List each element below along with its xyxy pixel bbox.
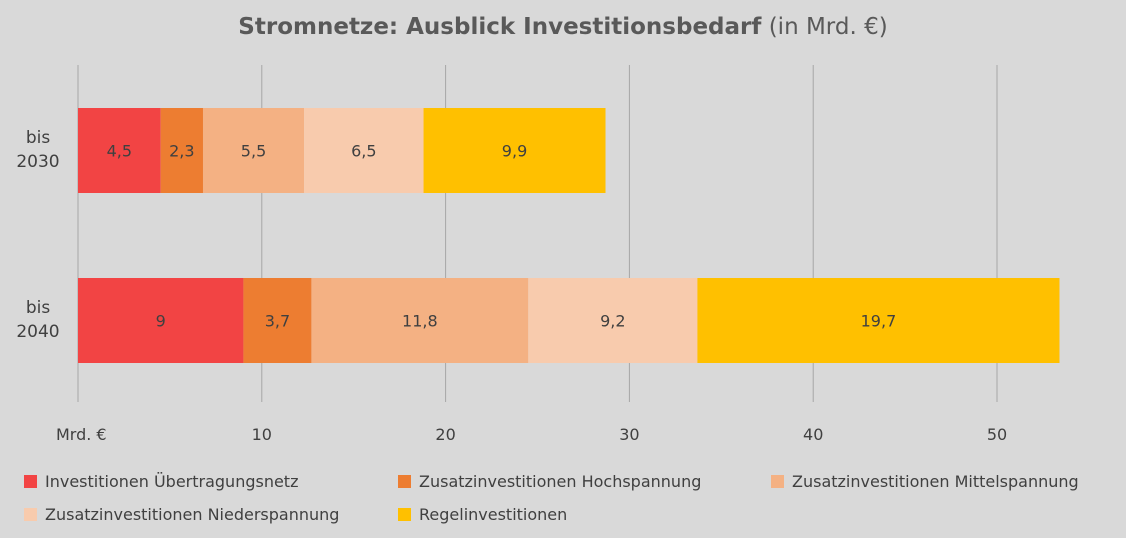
bar-segment-0-3 [304, 108, 424, 193]
x-tick-label: 50 [987, 425, 1007, 444]
x-tick-label: 20 [435, 425, 455, 444]
data-label: 3,7 [265, 312, 290, 331]
data-label: 9 [156, 312, 166, 331]
bar-segment-1-0 [78, 278, 244, 363]
legend-swatch [24, 475, 37, 488]
legend-swatch [398, 508, 411, 521]
x-tick-label: 40 [803, 425, 823, 444]
data-label: 5,5 [241, 142, 266, 161]
x-tick-label: 10 [252, 425, 272, 444]
chart-title: Stromnetze: Ausblick Investitionsbedarf … [238, 14, 888, 40]
bar-segment-1-4 [697, 278, 1060, 363]
category-label-2040: bis 2040 [16, 298, 60, 342]
legend-item-1: Zusatzinvestitionen Hochspannung [398, 472, 701, 491]
bar-segment-0-0 [78, 108, 161, 193]
x-axis-label: Mrd. € [56, 425, 107, 444]
bar-segment-0-4 [423, 108, 606, 193]
bar-segment-1-3 [528, 278, 698, 363]
data-label: 19,7 [861, 312, 897, 331]
bar-segment-0-2 [202, 108, 305, 193]
data-label: 9,9 [502, 142, 527, 161]
legend-item-4: Regelinvestitionen [398, 505, 567, 524]
legend-item-0: Investitionen Übertragungsnetz [24, 472, 298, 491]
bar-segment-1-1 [243, 278, 312, 363]
legend-item-2: Zusatzinvestitionen Mittelspannung [771, 472, 1079, 491]
data-label: 6,5 [351, 142, 376, 161]
legend-swatch [398, 475, 411, 488]
data-label: 4,5 [107, 142, 132, 161]
data-label: 11,8 [402, 312, 438, 331]
bar-segment-1-2 [311, 278, 529, 363]
bar-segment-0-1 [160, 108, 203, 193]
category-label-2030: bis 2030 [16, 128, 60, 172]
data-label: 9,2 [600, 312, 625, 331]
data-label: 2,3 [169, 142, 194, 161]
x-tick-label: 30 [619, 425, 639, 444]
legend-swatch [24, 508, 37, 521]
legend-swatch [771, 475, 784, 488]
legend-item-3: Zusatzinvestitionen Niederspannung [24, 505, 339, 524]
